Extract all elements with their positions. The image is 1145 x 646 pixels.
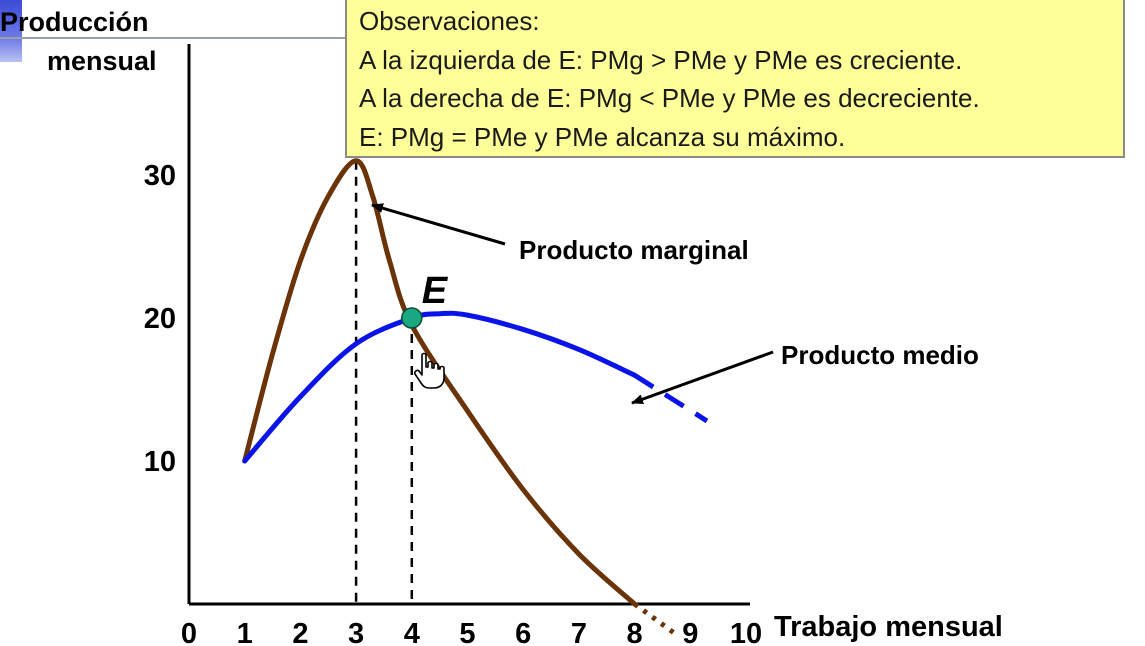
x-tick-label: 5 [459,618,475,646]
x-tick-label: 8 [627,618,643,646]
hand-cursor-icon [414,352,445,389]
y-tick-label: 20 [144,303,176,335]
x-tick-label: 7 [571,618,587,646]
observations-title: Observaciones: [359,6,540,36]
y-axis-label-line1: Producción [0,7,149,37]
y-tick-label: 10 [144,446,176,478]
point-e-label: E [422,270,449,312]
x-tick-label: 6 [515,618,531,646]
pme-annotation-label: Producto medio [781,340,979,370]
x-tick-label: 2 [292,618,308,646]
pmg-annotation-label: Producto marginal [519,235,749,265]
observation-left-of-e: A la izquierda de E: PMg > PMe y PMe es … [359,44,963,75]
average-product-curve [242,310,638,464]
point-e-marker [401,307,423,329]
observation-right-of-e: A la derecha de E: PMg < PMe y PMe es de… [359,83,980,113]
marginal-product-curve [242,158,638,607]
x-tick-label: 4 [404,618,420,646]
y-tick-label: 30 [144,160,176,192]
pme-annotation-arrow [631,350,774,405]
observation-at-e: E: PMg = PMe y PMe alcanza su máximo. [359,121,846,152]
observations-box: Observaciones: A la izquierda de E: PMg … [345,0,1125,158]
y-axis-label-line2: mensual [47,46,157,76]
average-product-dashed-extension [633,373,709,424]
x-tick-label: 0 [181,618,197,646]
x-tick-label: 1 [237,618,253,646]
x-axis-title: Trabajo mensual [774,611,1003,643]
pmg-annotation-arrow [371,203,506,246]
header-rule [0,37,345,39]
slide-corner-accent [0,0,22,62]
marginal-product-dotted-extension [633,601,676,635]
x-tick-label: 9 [682,618,698,646]
x-tick-label: 10 [730,618,762,646]
x-tick-label: 3 [348,618,364,646]
